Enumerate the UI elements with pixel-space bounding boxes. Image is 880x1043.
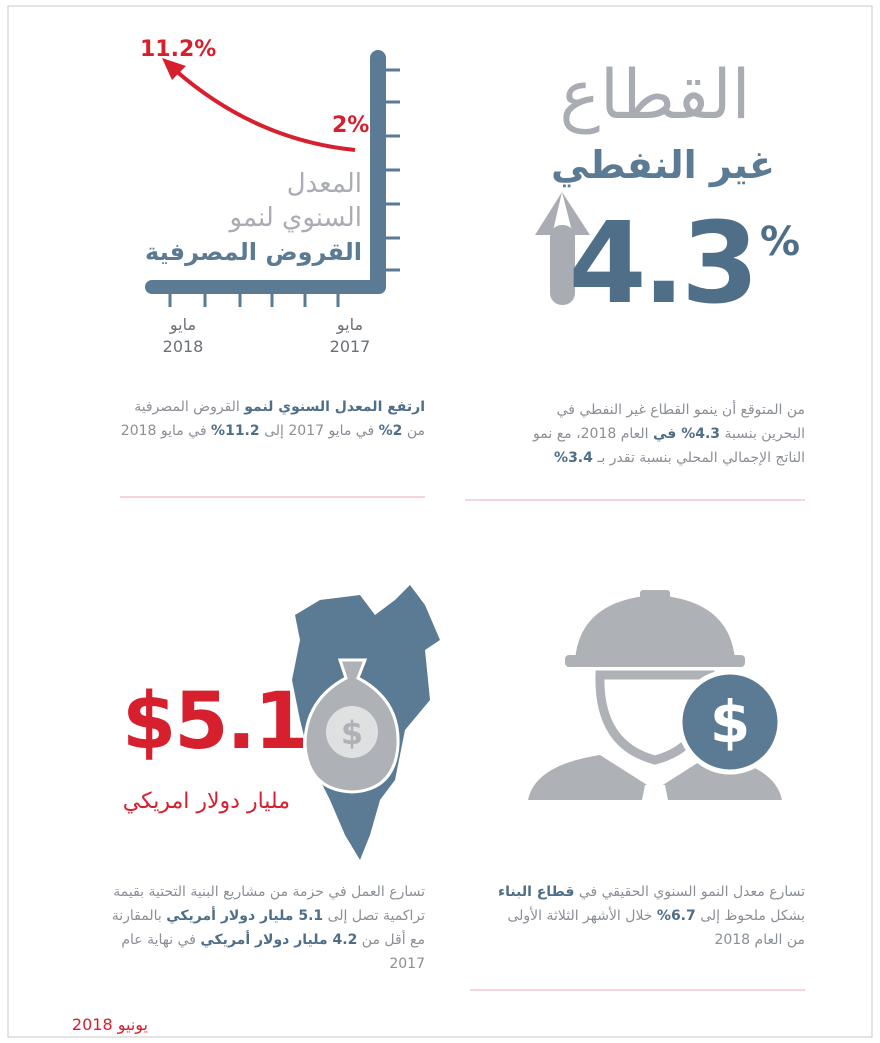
bag-symbol: $ bbox=[341, 714, 363, 752]
text-run: 4.3% في bbox=[653, 426, 721, 442]
text-run: 11.2% bbox=[211, 423, 260, 439]
amount: $5.1 bbox=[122, 677, 306, 767]
text-run: العام 2018، مع نمو الناتج الإجمالي المحل… bbox=[533, 426, 805, 466]
text-run: 4.2 مليار دولار أمريكي bbox=[200, 932, 358, 948]
big-unit: % bbox=[760, 219, 800, 265]
text-run: تسارع العمل في حزمة من مشاريع البنية الت… bbox=[113, 884, 425, 924]
text-run: بالمقارنة مع أقل من bbox=[111, 908, 425, 948]
money-bag bbox=[303, 658, 400, 794]
text-run: في نهاية عام 2017 bbox=[121, 932, 425, 972]
text-run: ارتفع المعدل السنوي لنمو bbox=[244, 399, 425, 415]
subtitle: غير النفطي bbox=[551, 143, 775, 187]
coin-icon bbox=[677, 669, 783, 775]
text-run: في مايو 2018 bbox=[120, 423, 212, 439]
text-run: قطاع البناء bbox=[497, 884, 575, 900]
big-value: 4.3 bbox=[569, 199, 755, 329]
frame bbox=[7, 5, 873, 1038]
chart-title-line: المعدل bbox=[287, 169, 362, 199]
start-label: 2% bbox=[332, 113, 369, 138]
axis-ticks bbox=[168, 68, 400, 307]
trend-curve bbox=[173, 68, 356, 152]
text-run: 5.1 مليار دولار أمريكي bbox=[166, 908, 324, 924]
y-axis bbox=[370, 50, 386, 294]
title: القطاع bbox=[559, 56, 750, 135]
separators bbox=[120, 496, 805, 991]
text-run: 6.7% bbox=[656, 908, 696, 924]
up-arrow bbox=[535, 192, 590, 305]
text-run: من المتوقع أن ينمو القطاع غير النفطي في … bbox=[556, 402, 805, 442]
amount-caption: مليار دولار امريكي bbox=[123, 789, 290, 814]
footer: يونيو 2018 bbox=[72, 1015, 148, 1035]
end-label: 11.2% bbox=[140, 37, 216, 62]
text-run: 3.4% bbox=[554, 450, 593, 466]
chart-title-line: القروض المصرفية bbox=[145, 238, 362, 266]
text-run: القروض المصرفية من bbox=[134, 399, 425, 439]
x-axis bbox=[145, 280, 386, 294]
x-label-month: مايو bbox=[169, 315, 196, 335]
arrow-head bbox=[162, 58, 186, 80]
text-run: تسارع معدل النمو السنوي الحقيقي في bbox=[574, 884, 805, 900]
text-run: في مايو 2017 إلى bbox=[259, 423, 379, 439]
x-label-year: 2018 bbox=[163, 337, 204, 356]
x-label-year: 2017 bbox=[330, 337, 371, 356]
paragraph: تسارع العمل في حزمة من مشاريع البنية الت… bbox=[100, 880, 425, 976]
paragraph: ارتفع المعدل السنوي لنمو القروض المصرفية… bbox=[118, 395, 425, 443]
chart-title-line: السنوي لنمو bbox=[228, 203, 362, 233]
paragraph: من المتوقع أن ينمو القطاع غير النفطي في … bbox=[520, 398, 805, 470]
coin-symbol: $ bbox=[710, 688, 750, 756]
x-label-month: مايو bbox=[336, 315, 363, 335]
paragraph: تسارع معدل النمو السنوي الحقيقي في قطاع … bbox=[495, 880, 805, 952]
text-run: خلال الأشهر الثلاثة الأولى من العام 2018 bbox=[507, 908, 805, 948]
loan-chart bbox=[145, 50, 400, 307]
text-run: بشكل ملحوظ إلى bbox=[695, 908, 805, 924]
text-run: 2% bbox=[378, 423, 403, 439]
